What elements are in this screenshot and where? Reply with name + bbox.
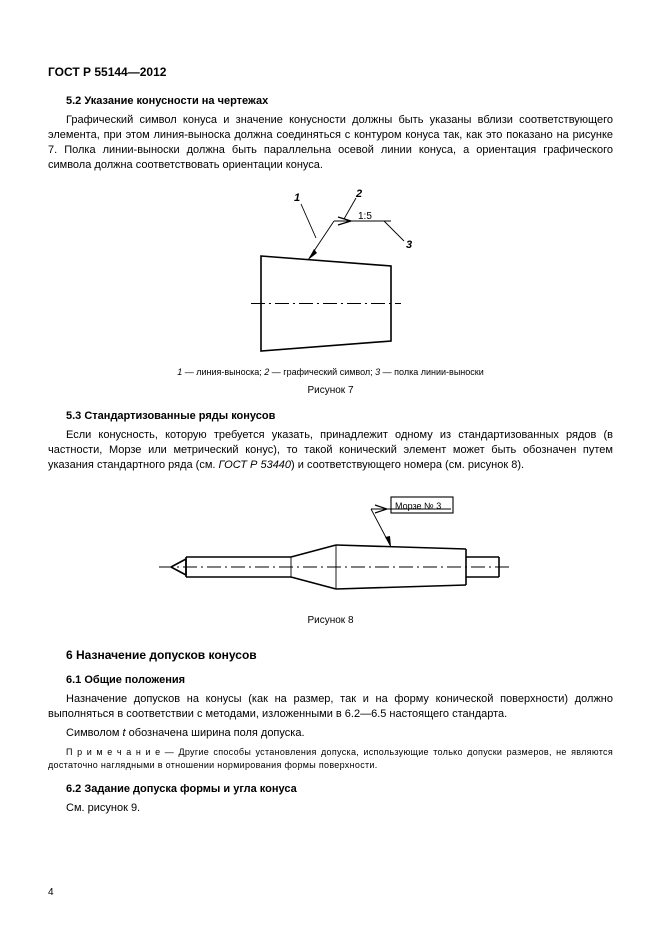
figure-8-svg: Морзе № 3	[141, 487, 521, 607]
fig7-callout-2: 2	[355, 188, 362, 200]
section-5-3-title: 5.3 Стандартизованные ряды конусов	[66, 410, 613, 422]
figure-7-label: Рисунок 7	[48, 385, 613, 396]
figure-8-label: Рисунок 8	[48, 615, 613, 626]
fig7-callout-1: 1	[294, 192, 300, 204]
fig8-box-text: Морзе № 3	[395, 501, 441, 511]
p61b-a: Символом	[66, 727, 123, 739]
figure-7-caption: 1 — линия-выноска; 2 — графический симво…	[48, 367, 613, 377]
section-6-1-note: П р и м е ч а н и е — Другие способы уст…	[48, 746, 613, 770]
fig7-cap-t2: — графический символ;	[269, 367, 375, 377]
figure-7-svg: 1:5 1 2 3	[216, 186, 446, 361]
section-5-2-paragraph: Графический символ конуса и значение кон…	[48, 113, 613, 172]
document-page: ГОСТ Р 55144—2012 5.2 Указание конусност…	[0, 0, 661, 936]
fig7-ratio: 1:5	[358, 211, 372, 222]
p53-b: ) и соответствующего номера (см. рисунок…	[291, 459, 524, 471]
doc-header: ГОСТ Р 55144—2012	[48, 65, 613, 79]
figure-8: Морзе № 3	[48, 487, 613, 607]
section-6-2-paragraph: См. рисунок 9.	[48, 801, 613, 816]
chapter-6-title: 6 Назначение допусков конусов	[66, 648, 613, 662]
section-6-1-p1: Назначение допусков на конусы (как на ра…	[48, 692, 613, 722]
section-6-1-p2: Символом t обозначена ширина поля допуск…	[48, 726, 613, 741]
fig7-callout-3: 3	[406, 239, 412, 251]
p61b-b: обозначена ширина поля допуска.	[126, 727, 305, 739]
fig7-cap-t1: — линия-выноска;	[182, 367, 264, 377]
section-5-3-paragraph: Если конусность, которую требуется указа…	[48, 428, 613, 473]
figure-7: 1:5 1 2 3	[48, 186, 613, 361]
page-number: 4	[48, 887, 54, 898]
section-6-2-title: 6.2 Задание допуска формы и угла конуса	[66, 783, 613, 795]
section-5-2-title: 5.2 Указание конусности на чертежах	[66, 95, 613, 107]
fig7-cap-t3: — полка линии-выноски	[380, 367, 484, 377]
section-6-1-title: 6.1 Общие положения	[66, 674, 613, 686]
p53-ref: ГОСТ Р 53440	[219, 459, 292, 471]
